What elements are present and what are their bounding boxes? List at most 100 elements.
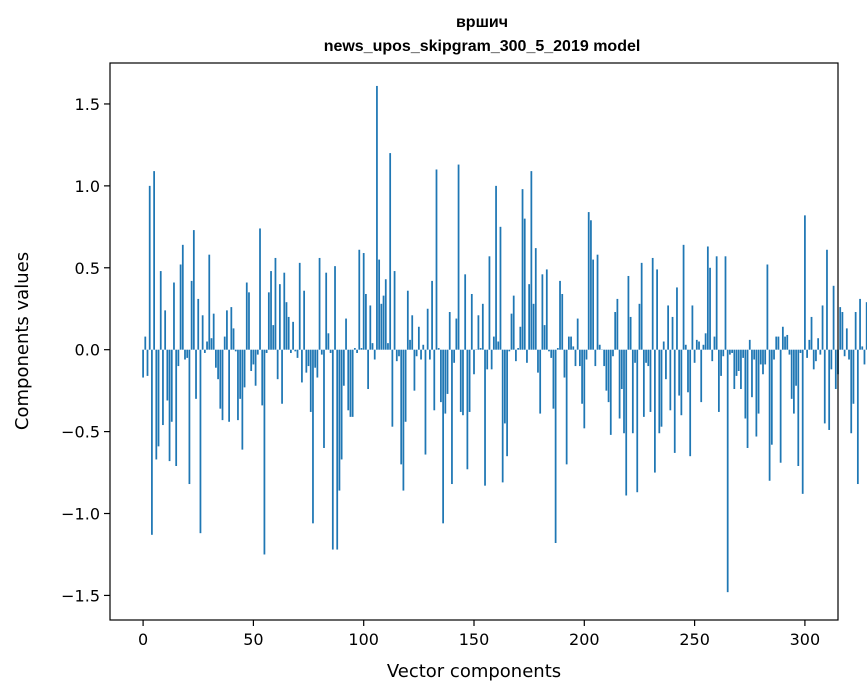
bar-148 <box>468 349 471 412</box>
bar-2 <box>146 349 149 376</box>
bar-136 <box>442 349 444 524</box>
bar-28 <box>203 349 206 353</box>
bar-159 <box>492 336 495 350</box>
bar-167 <box>510 313 513 350</box>
bar-72 <box>301 349 303 383</box>
bar-111 <box>387 343 389 350</box>
bar-293 <box>788 349 791 355</box>
bar-52 <box>256 349 259 355</box>
bar-296 <box>795 349 797 386</box>
bar-9 <box>162 349 164 426</box>
bar-134 <box>437 348 440 350</box>
bar-240 <box>671 316 674 350</box>
bar-73 <box>303 290 306 350</box>
bar-189 <box>559 280 561 350</box>
bar-56 <box>265 349 268 353</box>
bar-5 <box>153 171 155 350</box>
bar-251 <box>695 339 698 350</box>
bar-173 <box>523 218 526 350</box>
bar-213 <box>612 349 614 357</box>
bar-37 <box>223 336 226 350</box>
bar-248 <box>689 349 692 457</box>
bar-194 <box>570 336 572 350</box>
bar-1 <box>144 336 147 350</box>
bar-291 <box>784 336 786 350</box>
bar-145 <box>462 349 464 416</box>
bar-254 <box>702 344 705 350</box>
bar-253 <box>700 349 703 403</box>
bar-286 <box>773 349 775 360</box>
x-tick-label: 150 <box>459 630 490 649</box>
bar-169 <box>515 349 517 362</box>
bar-27 <box>201 315 204 350</box>
bar-166 <box>508 349 511 352</box>
bar-239 <box>669 349 672 411</box>
x-axis-ticks: 0 50 100 150 200 250 300 <box>138 620 820 649</box>
bar-310 <box>826 249 828 350</box>
bar-25 <box>197 298 200 350</box>
bar-23 <box>192 230 195 350</box>
bar-12 <box>168 349 171 462</box>
bar-155 <box>484 349 486 486</box>
bar-69 <box>294 349 297 352</box>
bar-304 <box>812 349 815 370</box>
bar-192 <box>565 349 568 465</box>
bar-247 <box>687 349 689 393</box>
bar-325 <box>859 298 861 350</box>
bar-318 <box>843 349 846 357</box>
bar-53 <box>259 228 261 350</box>
chart-title-line-1: вршич <box>456 14 508 31</box>
bar-195 <box>572 346 575 350</box>
bar-327 <box>863 349 866 365</box>
bar-214 <box>614 312 617 350</box>
bar-185 <box>550 349 553 358</box>
bar-79 <box>316 349 319 378</box>
bar-161 <box>497 341 500 350</box>
bar-262 <box>720 349 722 376</box>
bar-225 <box>638 303 641 350</box>
y-axis-label: Components values <box>12 252 33 430</box>
bar-63 <box>281 349 283 404</box>
bar-289 <box>779 349 782 463</box>
bar-230 <box>649 349 652 412</box>
bar-29 <box>206 341 208 350</box>
bar-144 <box>459 349 462 412</box>
bars-group <box>142 85 867 593</box>
bar-107 <box>378 259 381 350</box>
bar-112 <box>389 153 392 350</box>
bar-51 <box>254 349 257 386</box>
bar-197 <box>576 318 579 350</box>
bar-317 <box>841 312 844 350</box>
bar-312 <box>830 349 833 370</box>
bar-106 <box>376 85 378 350</box>
bar-163 <box>501 349 504 483</box>
bar-290 <box>781 326 784 350</box>
bar-280 <box>759 349 762 365</box>
y-tick-label: 0.0 <box>75 341 100 360</box>
bar-273 <box>744 349 747 419</box>
bar-147 <box>466 349 469 470</box>
x-tick-label: 50 <box>243 630 263 649</box>
bar-191 <box>563 349 566 378</box>
bar-14 <box>173 282 175 350</box>
bar-297 <box>797 349 800 466</box>
bar-122 <box>411 315 414 350</box>
bar-269 <box>735 349 738 376</box>
bar-322 <box>852 349 855 404</box>
bar-24 <box>195 349 197 399</box>
bar-129 <box>426 308 429 350</box>
chart-title-line-2: news_upos_skipgram_300_5_2019 model <box>324 38 641 55</box>
bar-116 <box>398 349 400 357</box>
bar-91 <box>342 349 345 386</box>
bar-36 <box>221 349 224 421</box>
bar-133 <box>435 169 438 350</box>
bar-177 <box>532 303 535 350</box>
bar-120 <box>406 290 409 350</box>
y-tick-label: 1.0 <box>75 177 100 196</box>
x-axis-label: Vector components <box>387 661 561 682</box>
bar-261 <box>717 349 720 412</box>
bar-125 <box>417 326 420 350</box>
bar-303 <box>810 316 813 350</box>
bar-324 <box>856 349 859 485</box>
